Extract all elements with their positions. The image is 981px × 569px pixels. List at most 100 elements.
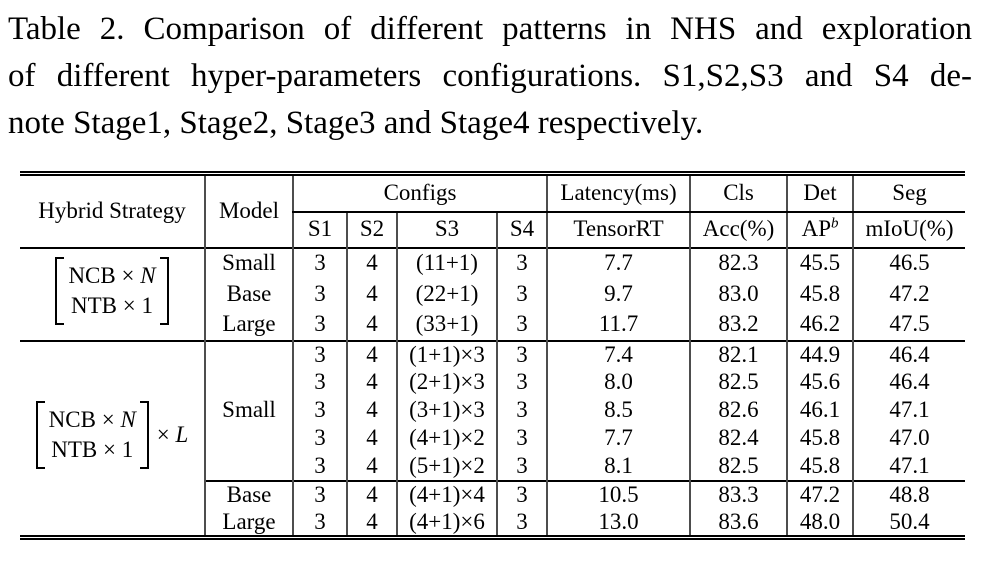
bracket-matrix: NCB × N NTB × 1	[55, 256, 169, 325]
cell-s2: 4	[346, 309, 397, 341]
left-bracket	[55, 256, 65, 325]
matrix-factor: L	[175, 421, 189, 447]
header-model: Model	[204, 173, 293, 248]
cell-acc: 82.1	[689, 340, 788, 369]
cell-ap: 45.6	[786, 368, 854, 397]
cell-ap: 45.8	[786, 278, 854, 310]
matrix-var: 1	[121, 437, 134, 462]
header-acc: Acc(%)	[689, 211, 788, 248]
cell-miou: 47.2	[852, 278, 966, 310]
cell-s1: 3	[292, 368, 347, 397]
cell-s3: (22+1)	[396, 278, 497, 310]
table-row: Base 3 4 (22+1) 3 9.7 83.0 45.8 47.2	[20, 278, 966, 310]
cell-miou: 46.4	[852, 340, 966, 369]
cell-s3: (11+1)	[396, 247, 497, 279]
header-det: Det	[786, 173, 854, 213]
hybrid-strategy-matrix-1: NCB × N NTB × 1	[20, 248, 205, 341]
hybrid-strategy-matrix-2: NCB × N NTB × 1 × L	[20, 341, 205, 538]
times-sign: ×	[122, 292, 136, 318]
table-caption: Table 2. Comparison of different pattern…	[8, 6, 972, 147]
caption-line: Table 2. Comparison of different pattern…	[8, 11, 972, 47]
cell-latency: 9.7	[546, 278, 691, 310]
cell-latency: 8.5	[546, 396, 691, 425]
cell-ap: 45.8	[786, 424, 854, 453]
matrix-term: NTB	[71, 292, 117, 318]
matrix-var: N	[120, 407, 136, 432]
cell-model: Base	[204, 278, 293, 310]
cell-s1: 3	[292, 396, 347, 425]
table-row: 3 4 (2+1)×3 3 8.0 82.5 45.6 46.4	[20, 368, 966, 397]
cell-acc: 83.2	[689, 309, 788, 341]
cell-s4: 3	[495, 340, 548, 369]
cell-miou: 46.4	[852, 368, 966, 397]
cell-s3: (33+1)	[396, 309, 497, 341]
cell-s1: 3	[292, 479, 347, 509]
caption-line: note Stage1, Stage2, Stage3 and Stage4 r…	[8, 105, 704, 141]
matrix-term: NTB	[51, 437, 98, 462]
cell-s4: 3	[495, 247, 548, 279]
cell-ap: 47.2	[786, 479, 854, 509]
matrix-term: NCB	[48, 407, 96, 432]
cell-s4: 3	[495, 309, 548, 341]
cell-miou: 47.1	[852, 452, 966, 481]
cell-ap: 46.1	[786, 396, 854, 425]
cell-s4: 3	[495, 396, 548, 425]
cell-ap: 48.0	[786, 508, 854, 538]
header-seg: Seg	[852, 173, 966, 213]
cell-latency: 13.0	[546, 508, 691, 538]
table-row: 3 4 (3+1)×3 3 8.5 82.6 46.1 47.1	[20, 396, 966, 425]
cell-ap: 46.2	[786, 309, 854, 341]
cell-s1: 3	[292, 424, 347, 453]
times-sign: ×	[101, 407, 115, 432]
cell-ap: 45.8	[786, 452, 854, 481]
header-row-2: S1 S2 S3 S4 TensorRT Acc(%) APb mIoU(%)	[20, 211, 966, 248]
cell-s3: (5+1)×2	[396, 452, 497, 481]
cell-latency: 7.7	[546, 247, 691, 279]
header-s4: S4	[495, 211, 548, 248]
header-s1: S1	[292, 211, 347, 248]
cell-model: Large	[204, 508, 293, 538]
cell-s2: 4	[346, 452, 397, 481]
cell-s4: 3	[495, 368, 548, 397]
ap-label: AP	[801, 216, 831, 242]
cell-s1: 3	[292, 452, 347, 481]
cell-s3: (4+1)×2	[396, 424, 497, 453]
header-row-1: Hybrid Strategy Model Configs Latency(ms…	[20, 173, 966, 248]
cell-s2: 4	[346, 396, 397, 425]
cell-s2: 4	[346, 278, 397, 310]
cell-latency: 7.4	[546, 340, 691, 369]
times-sign: ×	[121, 262, 135, 288]
matrix-term: NCB	[68, 262, 116, 288]
cell-s3: (2+1)×3	[396, 368, 497, 397]
header-ap: APb	[786, 211, 854, 248]
matrix-var: 1	[141, 292, 153, 318]
cell-acc: 82.5	[689, 368, 788, 397]
cell-s1: 3	[292, 340, 347, 369]
cell-acc: 83.0	[689, 278, 788, 310]
cell-acc: 82.4	[689, 424, 788, 453]
cell-miou: 50.4	[852, 508, 966, 538]
header-tensorrt: TensorRT	[546, 211, 691, 248]
right-bracket	[139, 401, 149, 469]
table-row-highlight: 3 4 (4+1)×2 3 7.7 82.4 45.8 47.0	[20, 424, 966, 453]
cell-ap: 45.5	[786, 247, 854, 279]
cell-model-small: Small	[204, 340, 293, 481]
results-table-wrap: Hybrid Strategy Model Configs Latency(ms…	[20, 171, 966, 540]
cell-s1: 3	[292, 247, 347, 279]
cell-model: Large	[204, 309, 293, 341]
times-sign: ×	[102, 437, 116, 462]
table-row: Large 3 4 (33+1) 3 11.7 83.2 46.2 47.5	[20, 309, 966, 341]
header-cls: Cls	[689, 173, 788, 213]
cell-latency: 11.7	[546, 309, 691, 341]
cell-acc: 82.5	[689, 452, 788, 481]
right-bracket	[159, 256, 169, 325]
table-row-highlight: Base 3 4 (4+1)×4 3 10.5 83.3 47.2 48.8	[20, 479, 966, 509]
cell-ap: 44.9	[786, 340, 854, 369]
table-header: Hybrid Strategy Model Configs Latency(ms…	[20, 173, 966, 248]
table-block-1: NCB × N NTB × 1 Small 3 4 (11+1) 3 7.7	[20, 247, 966, 341]
cell-acc: 82.6	[689, 396, 788, 425]
cell-s3: (4+1)×6	[396, 508, 497, 538]
cell-s4: 3	[495, 452, 548, 481]
cell-model: Small	[204, 247, 293, 279]
header-miou: mIoU(%)	[852, 211, 966, 248]
